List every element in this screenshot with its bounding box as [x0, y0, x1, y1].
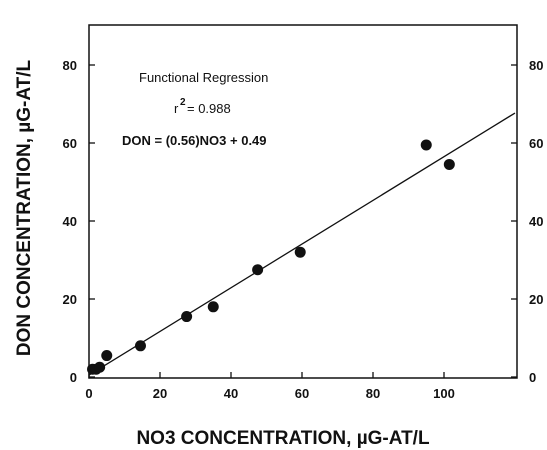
data-point: [101, 350, 113, 362]
x-tick-label: 60: [295, 386, 309, 401]
x-tick-label: 40: [224, 386, 238, 401]
x-axis-title: NO3 CONCENTRATION, µG-AT/L: [136, 428, 430, 449]
data-point: [443, 158, 455, 170]
y-tick-label-right: 80: [529, 58, 543, 73]
plot-frame: [88, 24, 518, 379]
data-points: [87, 139, 455, 375]
y-tick-label-left: 40: [63, 214, 77, 229]
data-point: [420, 139, 432, 151]
y-tick-label-left: 20: [63, 292, 77, 307]
y-tick-label-right: 20: [529, 292, 543, 307]
data-point: [294, 246, 306, 258]
annotation-r2-exponent: 2: [180, 97, 186, 108]
x-tick-label: 20: [153, 386, 167, 401]
annotation-method: Functional Regression: [139, 70, 268, 85]
x-tick-label: 0: [85, 386, 92, 401]
y-tick-label-right: 40: [529, 214, 543, 229]
y-axis-title: DON CONCENTRATION, µG-AT/L: [14, 59, 35, 356]
x-axis: 0 20 40 60 80 100: [85, 372, 455, 401]
data-point: [252, 264, 264, 276]
x-tick-label: 80: [366, 386, 380, 401]
annotation-equation: DON = (0.56)NO3 + 0.49: [122, 133, 267, 148]
annotation-r2-label: r: [174, 101, 179, 116]
y-tick-label-right: 60: [529, 136, 543, 151]
y-axis-right: 0 20 40 60 80: [511, 58, 543, 385]
annotation-r2-value: = 0.988: [187, 101, 231, 116]
y-tick-label-left: 0: [70, 370, 77, 385]
data-point: [134, 340, 146, 352]
data-point: [181, 311, 193, 323]
data-point: [94, 361, 106, 373]
y-tick-label-left: 60: [63, 136, 77, 151]
x-tick-label: 100: [433, 386, 455, 401]
regression-line: [88, 112, 516, 376]
y-tick-label-left: 80: [63, 58, 77, 73]
data-point: [207, 301, 219, 313]
y-tick-label-right: 0: [529, 370, 536, 385]
y-axis-left: 0 20 40 60 80: [63, 58, 95, 385]
